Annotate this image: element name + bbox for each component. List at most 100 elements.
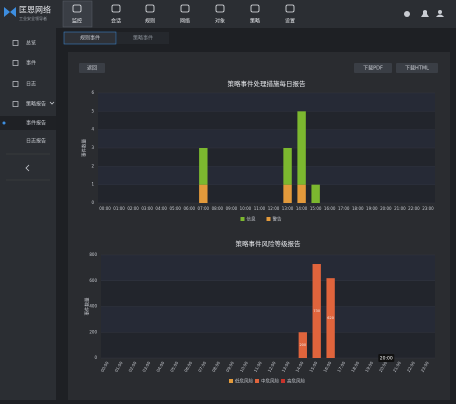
y-tick-label: 0 <box>94 355 97 360</box>
x-tick-label: 06:00 <box>184 206 196 211</box>
html-button[interactable] <box>396 63 438 73</box>
bar <box>199 148 208 185</box>
x-tick-label: 03:00 <box>141 206 153 211</box>
x-tick-label: 12:00 <box>267 360 277 373</box>
x-tick-label: 14:00 <box>294 360 304 373</box>
y-tick-label: 2 <box>91 163 94 168</box>
legend-swatch[interactable] <box>266 217 271 221</box>
tab-active[interactable] <box>63 31 117 45</box>
y-tick-label: 6 <box>91 90 94 95</box>
x-tick-label: 16:00 <box>322 360 332 373</box>
x-tick-label: 01:00 <box>113 206 125 211</box>
help-icon[interactable] <box>404 11 410 17</box>
grid-band <box>98 148 435 167</box>
x-tick-label: 22:00 <box>408 206 420 211</box>
tab[interactable] <box>117 32 169 44</box>
brand: 匡恩网络 <box>19 5 51 15</box>
y-tick-label: 400 <box>89 304 97 309</box>
x-tick-label: 13:00 <box>281 360 291 373</box>
y-tick-label: 800 <box>89 252 97 257</box>
logo <box>4 7 16 17</box>
sidebar <box>0 28 56 400</box>
x-tick-label: 22:00 <box>406 360 416 373</box>
slogan: 工业安全领导者 <box>19 15 47 21</box>
grid-band <box>101 280 435 307</box>
x-tick-label: 08:00 <box>211 360 221 373</box>
grid-band <box>98 93 435 112</box>
grid-band <box>98 166 435 185</box>
tab-label: 策略事件 <box>133 35 153 42</box>
back-button[interactable] <box>79 63 105 73</box>
menu-item: 总览 <box>26 40 36 47</box>
y-tick-label: 4 <box>91 127 94 132</box>
x-tick-label: 12:00 <box>268 206 280 211</box>
nav-icon <box>145 4 155 13</box>
grid-band <box>101 332 435 358</box>
nav-label[interactable]: 对象 <box>215 18 225 25</box>
tooltip: 20:00 <box>380 356 393 362</box>
bar <box>312 264 321 358</box>
nav-icon <box>215 4 225 13</box>
pdf-label: 下载PDF <box>363 65 383 72</box>
nav-label[interactable]: 会话 <box>111 18 121 25</box>
tab-label: 规则事件 <box>80 35 100 42</box>
x-tick-label: 00:00 <box>100 360 110 373</box>
back-label: 返回 <box>87 65 97 72</box>
x-tick-label: 15:00 <box>310 206 322 211</box>
y-tick-label: 1 <box>91 182 94 187</box>
legend-swatch[interactable] <box>229 379 233 383</box>
legend-label: 信息 <box>247 216 256 223</box>
bar-label: 200 <box>299 343 306 347</box>
x-tick-label: 18:00 <box>350 360 360 373</box>
user-icon[interactable] <box>438 10 442 14</box>
x-tick-label: 02:00 <box>127 206 139 211</box>
bar <box>283 148 292 185</box>
user-icon-body <box>436 14 444 17</box>
legend-swatch[interactable] <box>255 379 259 383</box>
legend-label: 高危风险 <box>287 378 305 385</box>
x-tick-label: 07:00 <box>197 360 207 373</box>
menu-item: 事件 <box>26 60 36 67</box>
bar <box>297 111 306 185</box>
x-tick-label: 08:00 <box>212 206 224 211</box>
bar <box>298 332 307 358</box>
grid-band <box>101 255 435 281</box>
x-tick-label: 14:00 <box>296 206 308 211</box>
legend-swatch[interactable] <box>240 217 245 221</box>
legend-swatch[interactable] <box>281 379 285 383</box>
menu-item: 日志 <box>26 81 36 88</box>
bar <box>199 184 208 203</box>
legend-label: 警告 <box>273 216 282 223</box>
collapse-button[interactable] <box>25 164 30 172</box>
chevron <box>49 101 55 105</box>
x-tick-label: 13:00 <box>282 206 294 211</box>
pdf-button[interactable] <box>354 63 392 73</box>
x-tick-label: 03:00 <box>141 360 151 373</box>
html-label: 下载HTML <box>405 65 429 72</box>
nav-label[interactable]: 设置 <box>285 18 295 25</box>
x-tick-label: 21:00 <box>394 206 406 211</box>
grid-band <box>98 111 435 130</box>
bar-label: 620 <box>327 316 334 320</box>
x-tick-label: 18:00 <box>352 206 364 211</box>
x-tick-label: 05:00 <box>169 206 181 211</box>
y-axis-label: 事件数量 <box>81 139 88 157</box>
nav-icon <box>250 4 260 13</box>
bell-icon[interactable] <box>421 10 429 17</box>
y-tick-label: 0 <box>91 200 94 205</box>
active-dot <box>2 121 6 125</box>
chart-title: 策略事件风险等级报告 <box>236 239 302 248</box>
nav-label[interactable]: 网络 <box>180 18 190 25</box>
x-tick-label: 02:00 <box>127 360 137 373</box>
bar <box>326 278 335 358</box>
nav: 监控 会话 规则 网络 对象 策略 设置 <box>72 4 295 25</box>
x-tick-label: 04:00 <box>155 360 165 373</box>
nav-label[interactable]: 策略 <box>250 18 260 25</box>
x-tick-label: 16:00 <box>324 206 336 211</box>
nav-label[interactable]: 规则 <box>145 18 155 25</box>
x-tick-label: 10:00 <box>240 206 252 211</box>
nav-label[interactable]: 监控 <box>72 18 82 25</box>
legend-label: 低危风险 <box>235 378 253 385</box>
